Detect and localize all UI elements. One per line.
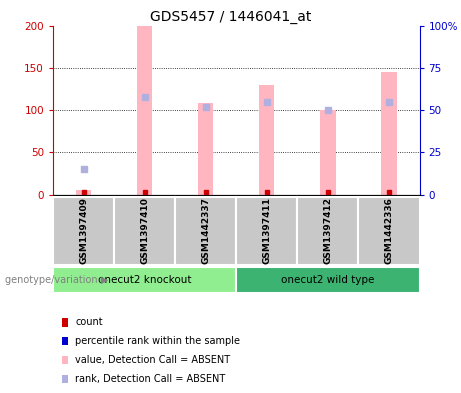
- Bar: [53, 267, 236, 293]
- Bar: [259, 84, 274, 195]
- Bar: [320, 110, 336, 195]
- Text: count: count: [75, 317, 103, 327]
- Text: onecut2 knockout: onecut2 knockout: [98, 275, 191, 285]
- Text: GSM1442336: GSM1442336: [384, 197, 394, 264]
- Bar: [53, 196, 114, 265]
- Text: rank, Detection Call = ABSENT: rank, Detection Call = ABSENT: [75, 374, 225, 384]
- Text: GSM1442337: GSM1442337: [201, 197, 210, 264]
- Text: GSM1397409: GSM1397409: [79, 197, 88, 264]
- Text: GSM1397410: GSM1397410: [140, 197, 149, 264]
- Text: GSM1397411: GSM1397411: [262, 197, 272, 264]
- Bar: [175, 196, 236, 265]
- Bar: [76, 190, 91, 195]
- Text: GSM1397412: GSM1397412: [323, 197, 332, 264]
- Text: genotype/variation ▶: genotype/variation ▶: [5, 275, 108, 285]
- Bar: [358, 196, 420, 265]
- Text: value, Detection Call = ABSENT: value, Detection Call = ABSENT: [75, 355, 230, 365]
- Text: GDS5457 / 1446041_at: GDS5457 / 1446041_at: [150, 10, 311, 24]
- Bar: [137, 26, 152, 195]
- Bar: [381, 72, 396, 195]
- Bar: [236, 196, 297, 265]
- Bar: [297, 196, 358, 265]
- Bar: [236, 267, 420, 293]
- Text: onecut2 wild type: onecut2 wild type: [281, 275, 375, 285]
- Bar: [198, 103, 213, 195]
- Text: percentile rank within the sample: percentile rank within the sample: [75, 336, 240, 346]
- Bar: [114, 196, 175, 265]
